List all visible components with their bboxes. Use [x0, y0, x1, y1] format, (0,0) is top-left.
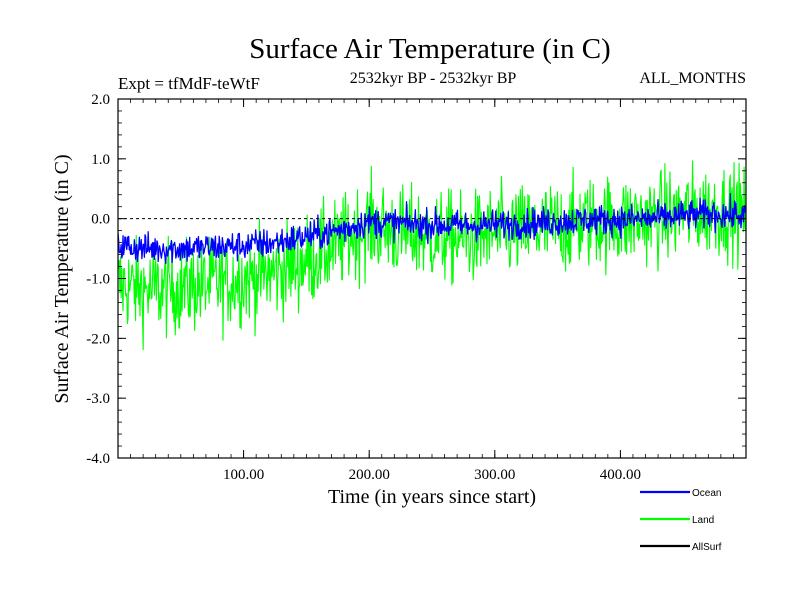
y-tick-label: -3.0: [86, 391, 110, 407]
series-layer: [118, 160, 746, 351]
x-tick-label: 200.00: [349, 467, 390, 483]
x-tick-label: 100.00: [223, 467, 264, 483]
legend-label-allsurf: AllSurf: [692, 542, 722, 553]
legend-label-ocean: Ocean: [692, 488, 721, 499]
months-label: ALL_MONTHS: [639, 70, 746, 87]
x-tick-label: 400.00: [600, 467, 641, 483]
y-axis-label: Surface Air Temperature (in C): [51, 154, 73, 403]
y-tick-label: 0.0: [91, 212, 110, 228]
tick-labels: -4.0 -3.0 -2.0 -1.0 0.0 1.0 2.0 100.00 200.00 300…: [86, 92, 641, 483]
y-tick-label: 1.0: [91, 152, 110, 168]
chart-title: Surface Air Temperature (in C): [249, 33, 610, 65]
legend: Ocean Land AllSurf: [640, 488, 722, 553]
axis-ticks: [118, 98, 746, 459]
y-tick-label: -4.0: [86, 451, 110, 467]
y-tick-label: -2.0: [86, 331, 110, 347]
plot-frame: [117, 98, 747, 459]
period-label: 2532kyr BP - 2532kyr BP: [350, 70, 517, 87]
x-tick-label: 300.00: [474, 467, 515, 483]
series-line-ocean: [118, 193, 746, 265]
y-tick-label: 2.0: [91, 92, 110, 108]
y-tick-label: -1.0: [86, 272, 110, 288]
series-line-land: [118, 160, 746, 351]
experiment-label: Expt = tfMdF-teWtF: [118, 74, 260, 93]
x-axis-label: Time (in years since start): [328, 486, 536, 508]
legend-label-land: Land: [692, 515, 714, 526]
